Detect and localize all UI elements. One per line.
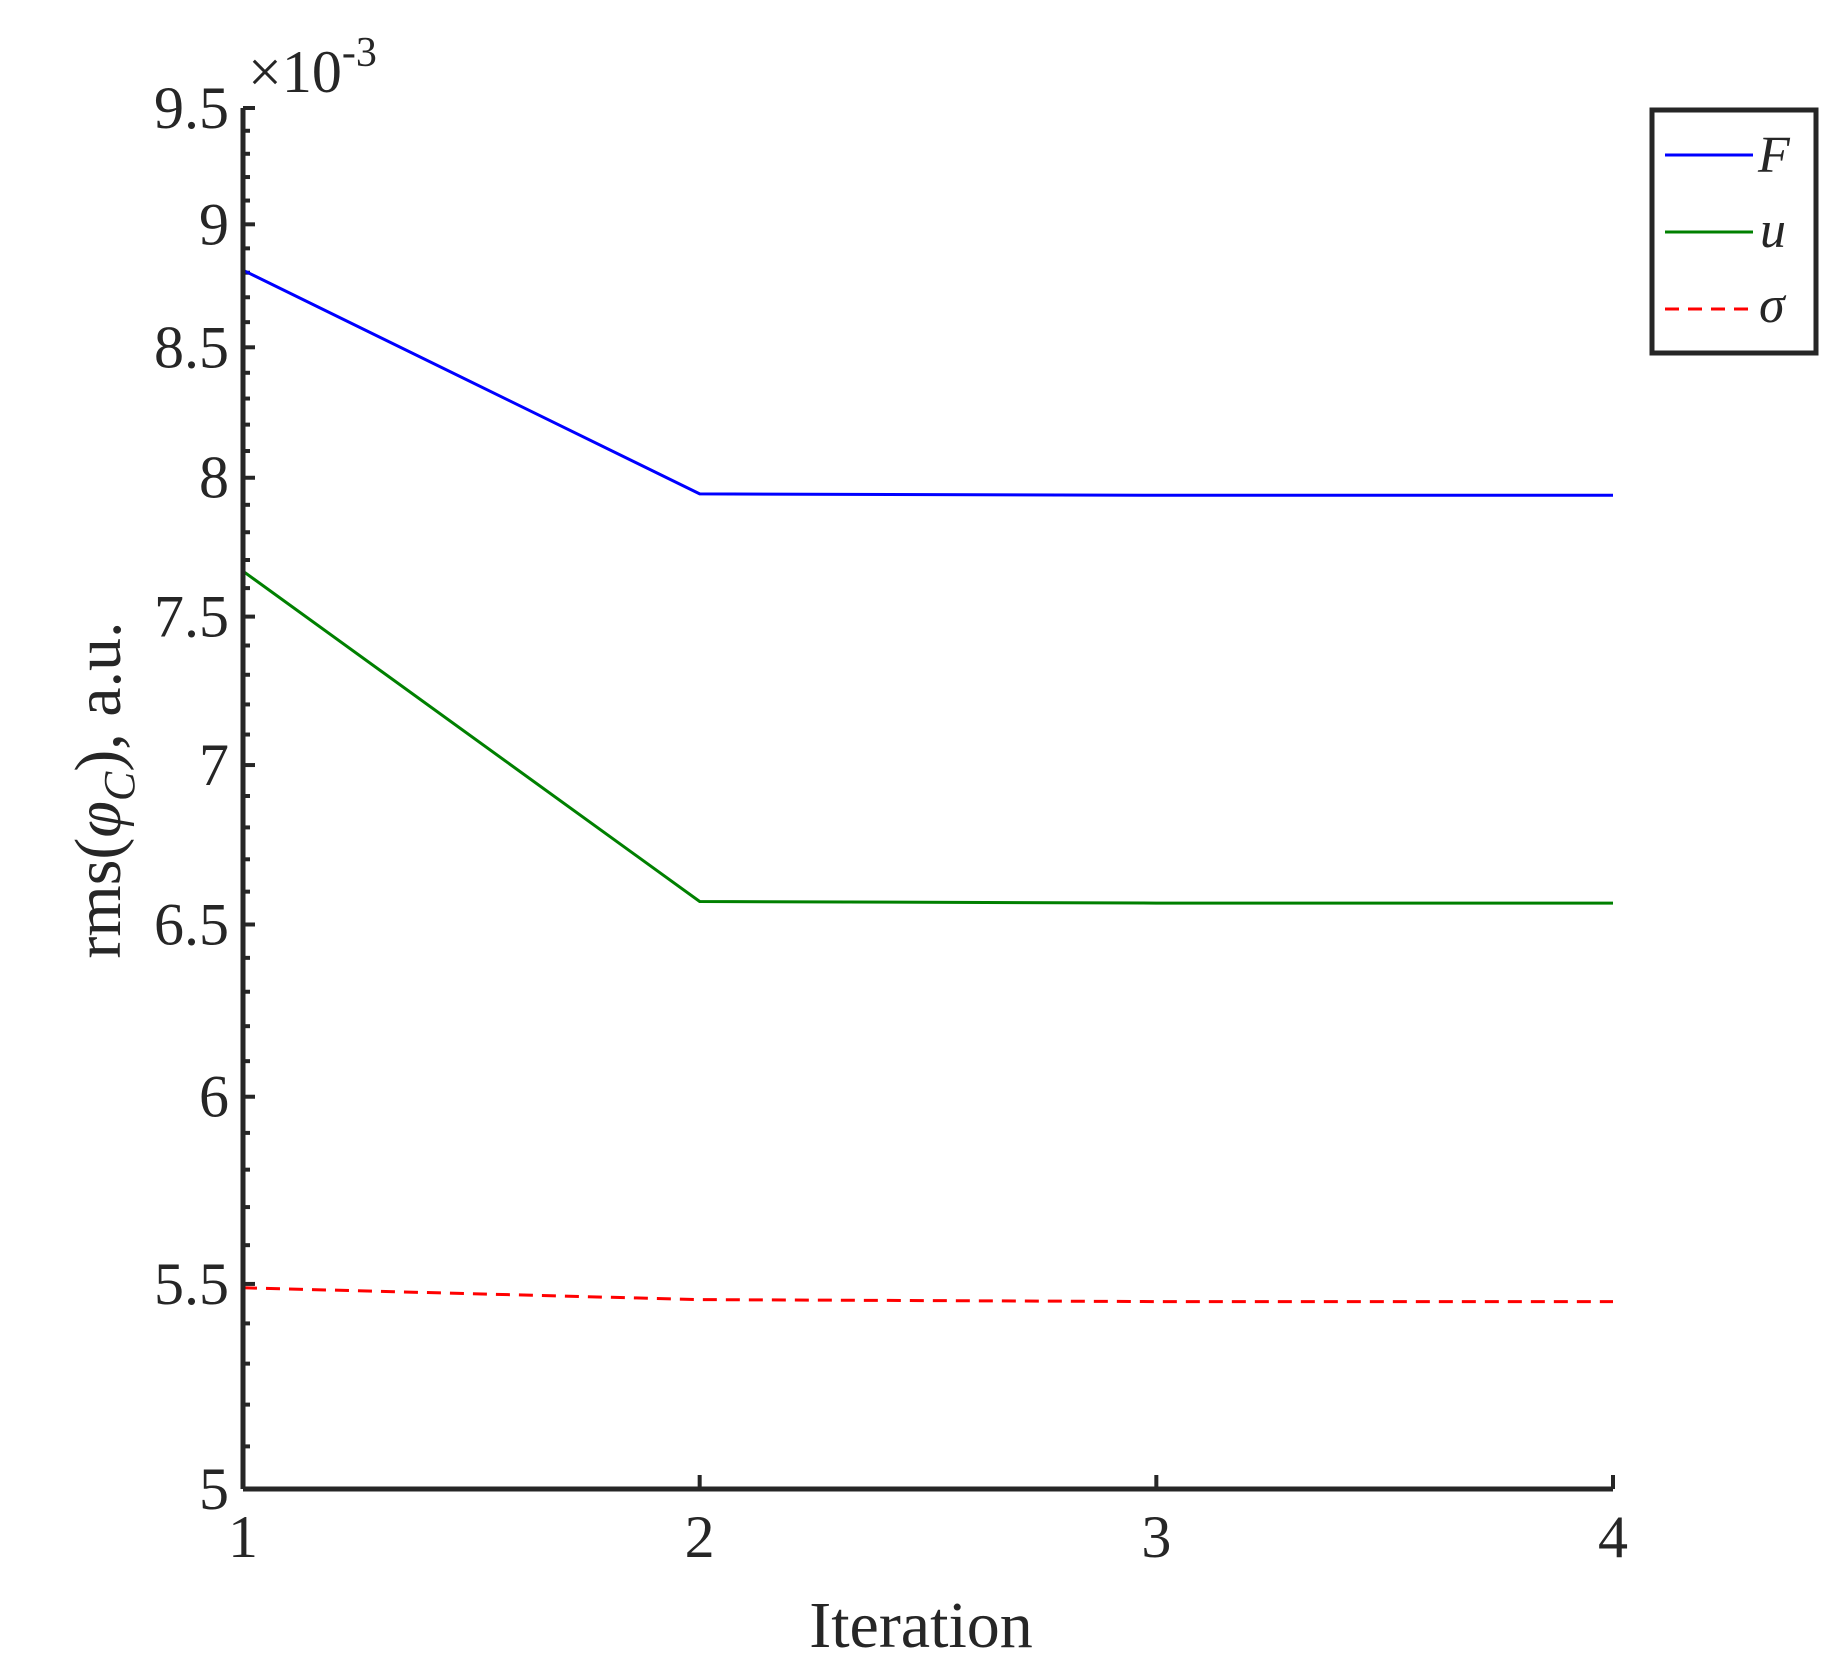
legend-label-sigma: σ xyxy=(1759,277,1787,334)
y-axis-title-prefix: rms( xyxy=(62,838,135,959)
y-tick-label: 7 xyxy=(199,732,229,798)
legend-label-u: u xyxy=(1760,202,1786,259)
y-exponent-power: -3 xyxy=(342,30,377,76)
y-tick-label: 6 xyxy=(199,1064,229,1130)
y-axis-title-symbol: φ xyxy=(62,801,135,838)
y-tick-label: 9 xyxy=(199,191,229,257)
y-exponent-label: ×10-3 xyxy=(248,30,377,105)
y-tick-label: 5.5 xyxy=(154,1251,229,1317)
legend-label-f: F xyxy=(1757,127,1791,184)
y-tick-label: 8 xyxy=(199,445,229,511)
x-tick-label: 2 xyxy=(685,1504,715,1570)
y-tick-label: 9.5 xyxy=(154,75,229,141)
y-axis-title: rms(φC), a.u. xyxy=(62,621,144,958)
x-tick-label: 4 xyxy=(1598,1504,1628,1570)
y-tick-label: 6.5 xyxy=(154,892,229,958)
y-axis-title-suffix: ), a.u. xyxy=(62,621,135,771)
y-tick-label: 7.5 xyxy=(154,584,229,650)
y-tick-label: 5 xyxy=(199,1456,229,1522)
series-line-f xyxy=(242,268,1613,497)
y-exponent-base: ×10 xyxy=(248,39,342,105)
x-tick-label: 3 xyxy=(1141,1504,1171,1570)
y-tick-label: 8.5 xyxy=(154,314,229,380)
series-line-u xyxy=(242,569,1613,905)
legend: F u σ xyxy=(1649,107,1819,356)
y-axis-title-subscript: C xyxy=(95,771,144,801)
ticks-layer: 5 5.5 6 6.5 7 7.5 8 8.5 9 9.5 1 2 3 4 xyxy=(154,75,1628,1570)
x-tick-label: 1 xyxy=(228,1504,258,1570)
series-layer xyxy=(242,268,1613,1304)
x-axis-title: Iteration xyxy=(809,1589,1033,1662)
